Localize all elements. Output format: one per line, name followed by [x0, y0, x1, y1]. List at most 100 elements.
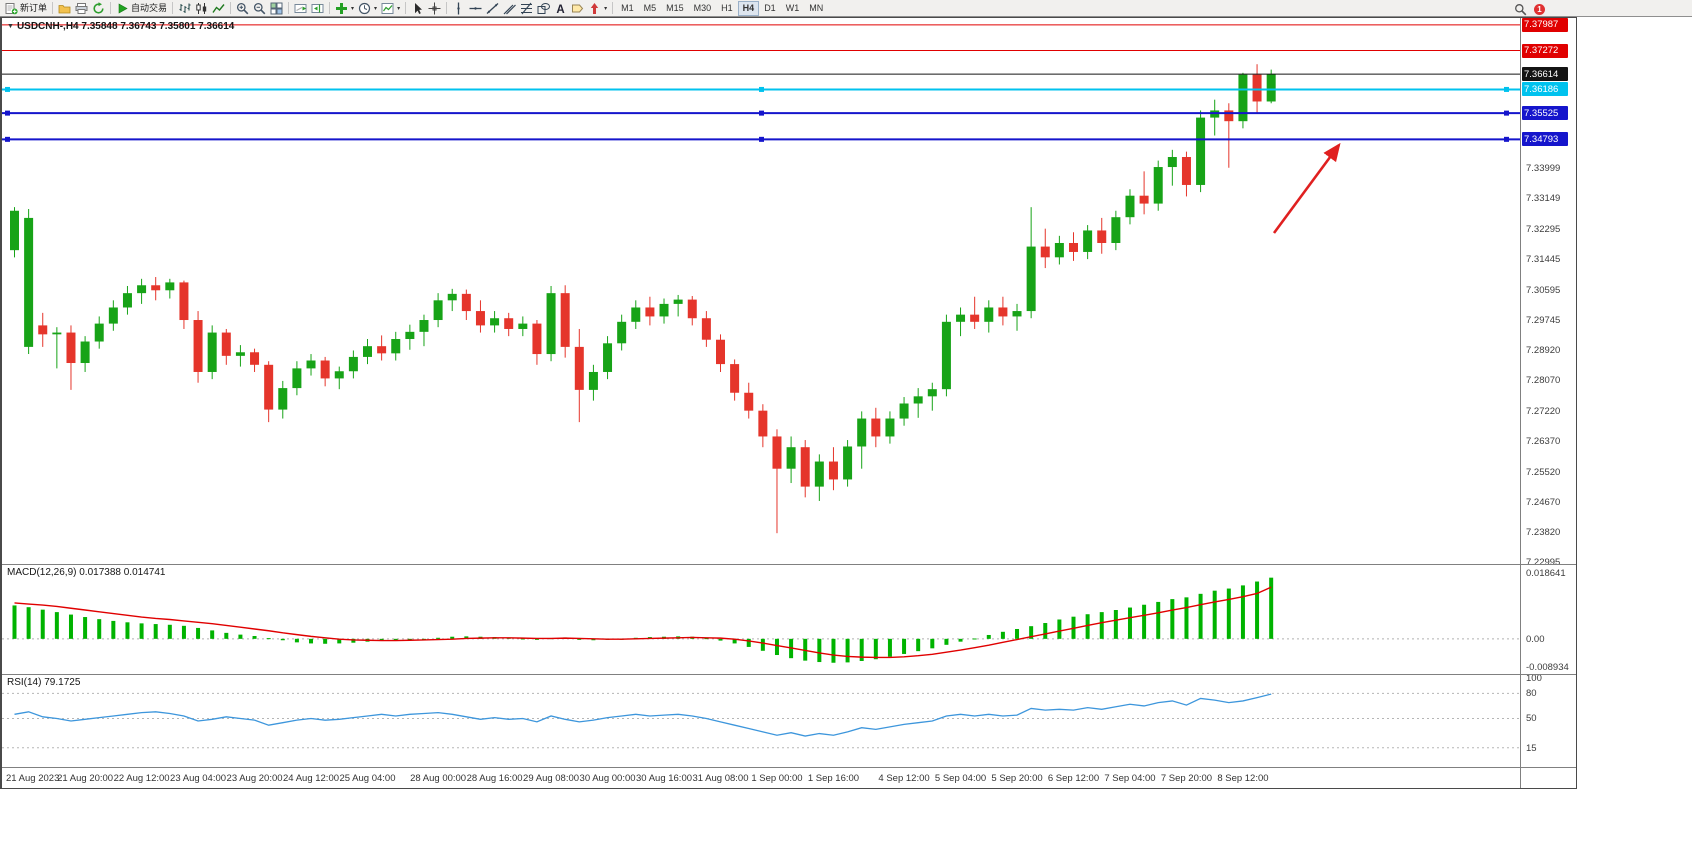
play-icon	[116, 2, 129, 15]
new-order-icon	[5, 2, 18, 15]
line-handle[interactable]	[1504, 86, 1509, 92]
line-handle[interactable]	[1504, 110, 1509, 116]
chart-symbol-period: USDCNH-,H4	[16, 21, 79, 32]
macd-bar	[1240, 585, 1245, 639]
crosshair-button[interactable]	[426, 1, 443, 16]
macd-bar	[97, 619, 102, 639]
bar-chart-button[interactable]	[176, 1, 193, 16]
macd-bar	[238, 634, 243, 639]
time-label: 24 Aug 12:00	[283, 773, 339, 784]
axis-label: 80	[1526, 688, 1537, 700]
period-button[interactable]: ▾	[356, 1, 379, 16]
channel-button[interactable]	[501, 1, 518, 16]
timeframe-button-mn[interactable]: MN	[809, 2, 824, 13]
refresh-button[interactable]	[90, 1, 107, 16]
candle-chart-button[interactable]	[193, 1, 210, 16]
line-chart-button[interactable]	[210, 1, 227, 16]
text-label-button[interactable]	[569, 1, 586, 16]
candle-body	[363, 346, 372, 357]
macd-bar	[760, 638, 765, 651]
timeframe-button-m5[interactable]: M5	[643, 2, 657, 13]
autotrade-button[interactable]: 自动交易	[114, 1, 169, 16]
macd-bar	[746, 638, 751, 647]
candle-body	[1125, 195, 1135, 218]
candle-body	[151, 285, 161, 291]
candle-body	[137, 285, 147, 294]
price-axis[interactable]: 7.37987 7.37272 7.36614 7.36186 7.35525 7.347…	[1520, 18, 1576, 788]
candle-body	[1012, 311, 1022, 317]
tile-windows-button[interactable]	[268, 1, 285, 16]
cursor-button[interactable]	[409, 1, 426, 16]
macd-bar	[1198, 593, 1203, 639]
candle-body	[659, 303, 669, 317]
candle-body	[645, 307, 655, 317]
axis-divider	[1521, 564, 1576, 565]
candle-body	[320, 360, 330, 379]
candle-body	[941, 321, 951, 390]
candle-body	[631, 307, 641, 322]
candle-body	[306, 360, 316, 369]
dropdown-caret-icon: ▾	[397, 5, 401, 12]
line-handle[interactable]	[5, 110, 10, 116]
zoom-out-icon	[253, 2, 266, 15]
text-button[interactable]: A	[552, 1, 569, 16]
macd-bar	[1085, 614, 1090, 639]
trend-arrow-annotation[interactable]	[1272, 142, 1341, 234]
candle-body	[447, 293, 457, 301]
line-handle[interactable]	[759, 110, 764, 116]
one-click-trading-toggle-icon[interactable]: ▼	[7, 23, 14, 30]
line-handle[interactable]	[5, 136, 10, 142]
timeframe-button-w1[interactable]: W1	[785, 2, 800, 13]
candle-body	[1040, 246, 1050, 258]
timeframe-button-h4[interactable]: H4	[737, 0, 760, 16]
shapes-button[interactable]	[535, 1, 552, 16]
timeframe-button-d1[interactable]: D1	[764, 2, 776, 13]
trendline-button[interactable]	[484, 1, 501, 16]
axis-label: 7.30595	[1526, 284, 1561, 296]
notification-badge[interactable]: 1	[1534, 4, 1545, 15]
chart-shift-button[interactable]	[309, 1, 326, 16]
vertical-line-button[interactable]	[450, 1, 467, 16]
search-button[interactable]	[1512, 2, 1529, 17]
zoom-out-button[interactable]	[251, 1, 268, 16]
chart-profile-button[interactable]	[56, 1, 73, 16]
print-button[interactable]	[73, 1, 90, 16]
indicators-button[interactable]: ▾	[379, 1, 402, 16]
axis-label: 100	[1526, 673, 1542, 684]
timeframe-button-m30[interactable]: M30	[693, 2, 712, 13]
new-order-button[interactable]: 新订单	[3, 1, 49, 16]
zoom-in-button[interactable]	[234, 1, 251, 16]
candle-body	[871, 418, 881, 437]
dropdown-caret-icon: ▾	[351, 5, 355, 12]
timeframe-button-h1[interactable]: H1	[721, 2, 733, 13]
time-label: 6 Sep 12:00	[1048, 773, 1099, 784]
axis-label: 50	[1526, 713, 1537, 725]
fibonacci-button[interactable]	[518, 1, 535, 16]
horizontal-line-button[interactable]	[467, 1, 484, 16]
macd-bar	[280, 638, 285, 641]
axis-label: 7.27220	[1526, 405, 1561, 417]
new-chart-button[interactable]: ▾	[333, 1, 356, 16]
axis-label: 7.28920	[1526, 344, 1561, 356]
axis-label: 0.018641	[1526, 568, 1566, 580]
line-handle[interactable]	[759, 86, 764, 92]
line-handle[interactable]	[5, 86, 10, 92]
candle-body	[560, 293, 570, 347]
macd-bar	[407, 638, 412, 640]
print-icon	[75, 2, 88, 15]
time-label: 29 Aug 08:00	[523, 773, 579, 784]
dropdown-caret-icon: ▾	[604, 5, 608, 12]
timeframe-button-m15[interactable]: M15	[666, 2, 684, 13]
line-handle[interactable]	[1504, 136, 1509, 142]
autoscroll-button[interactable]	[292, 1, 309, 16]
line-handle[interactable]	[759, 136, 764, 142]
arrows-tool-button[interactable]: ▾	[586, 1, 609, 16]
add-chart-icon	[335, 2, 348, 15]
candle-body	[956, 314, 966, 322]
axis-label: 15	[1526, 742, 1537, 754]
timeframe-button-m1[interactable]: M1	[621, 2, 634, 13]
candle-body	[80, 341, 90, 364]
candle-body	[475, 311, 485, 326]
